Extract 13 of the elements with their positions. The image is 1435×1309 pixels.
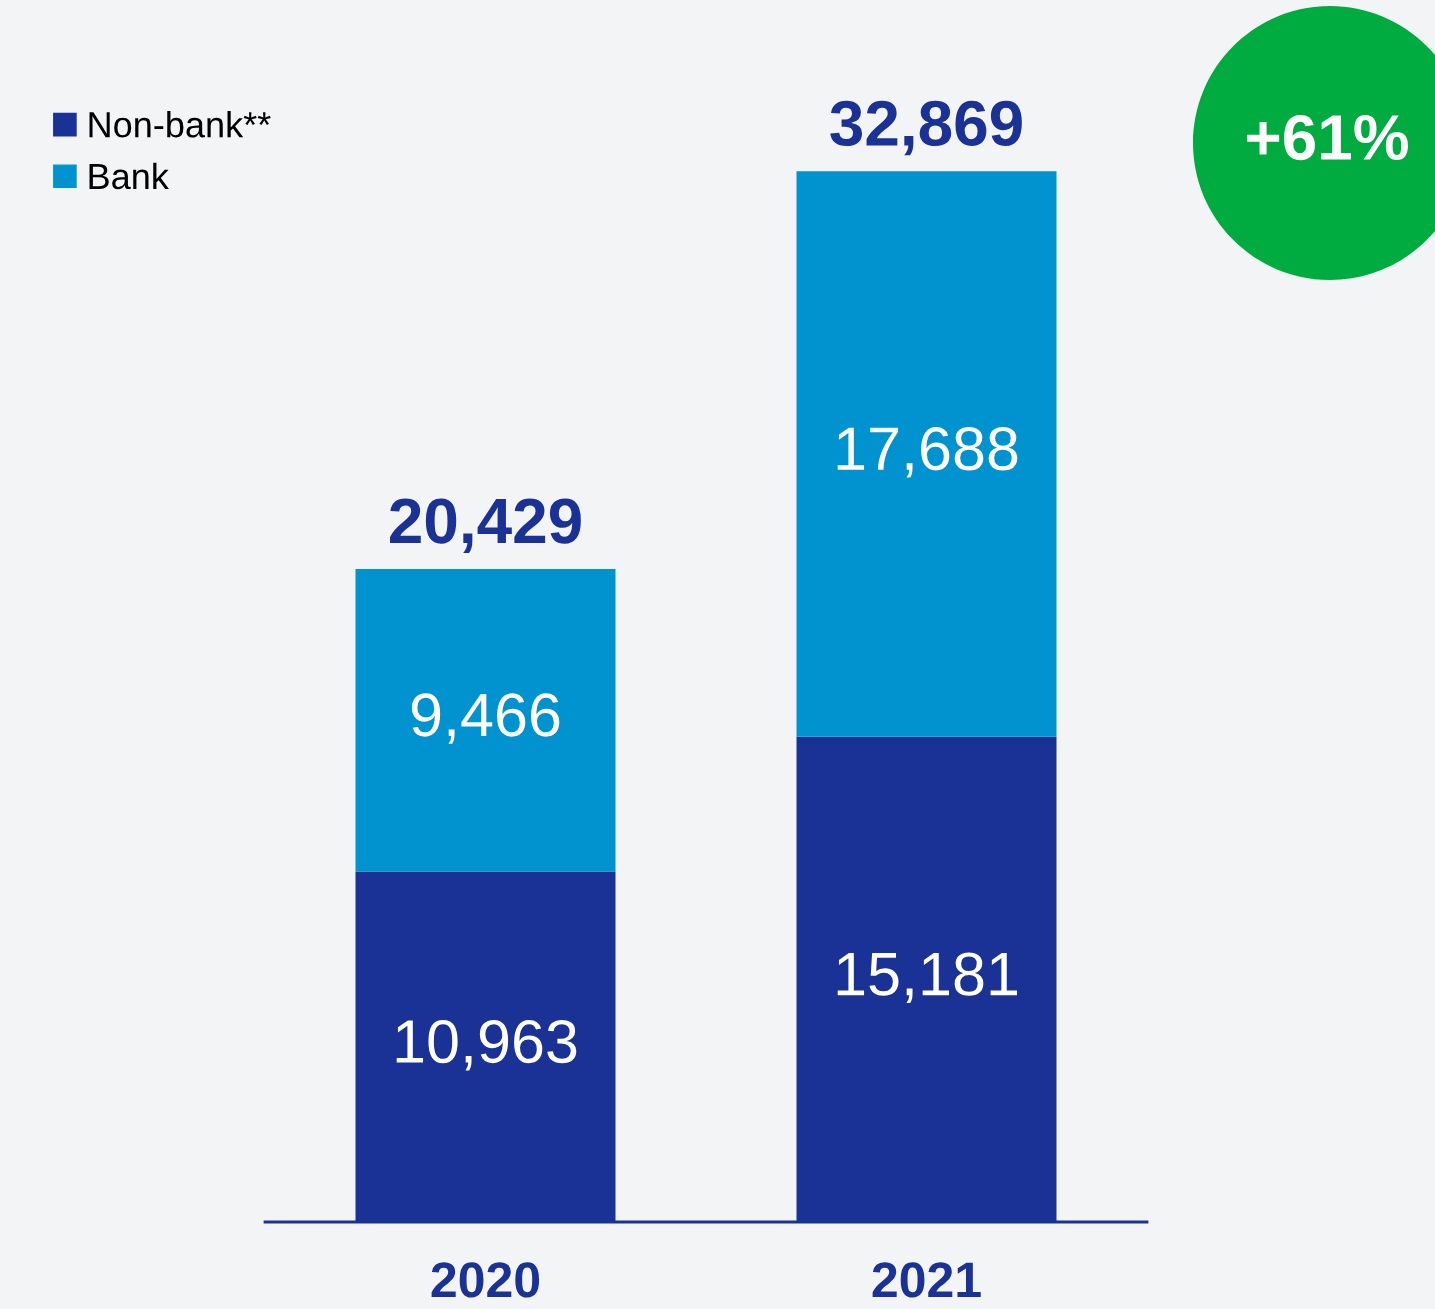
data-label: 15,181 (837, 952, 1017, 1003)
x-tick-label: 2021 (872, 1262, 981, 1298)
data-label: 17,688 (837, 427, 1018, 478)
bar (355, 568, 616, 872)
data-label: 9,466 (411, 693, 560, 744)
total-label: 32,869 (830, 100, 1022, 156)
bar (796, 171, 1057, 737)
data-label: 10,963 (396, 1019, 577, 1071)
x-tick-label: 2020 (431, 1262, 540, 1298)
legend-label: Bank (89, 162, 169, 190)
legend-label: Non-bank** (89, 111, 271, 138)
total-label: 20,429 (390, 498, 581, 553)
text: +61% (1247, 114, 1408, 161)
